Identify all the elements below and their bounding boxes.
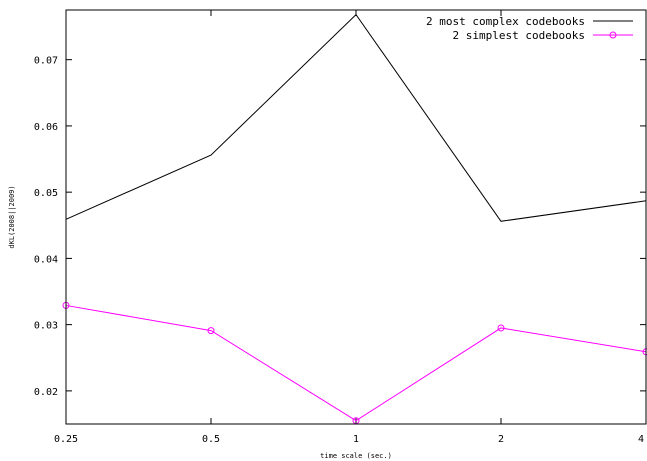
y-tick-label: 0.06 [34, 122, 58, 133]
x-tick-label: 4 [638, 434, 644, 445]
series-2-point [207, 327, 215, 335]
plot-frame [65, 9, 647, 425]
x-axis-label: time scale (sec.) [320, 452, 392, 460]
y-tick-label: 0.07 [34, 56, 58, 67]
x-tick-label: 0.25 [54, 434, 78, 445]
y-tick-label: 0.03 [34, 321, 58, 332]
legend-entry-label: 2 most complex codebooks [426, 15, 585, 28]
x-tick-label: 2 [498, 434, 504, 445]
x-tick-label: 0.5 [202, 434, 220, 445]
series-layer [62, 13, 647, 425]
x-tick-label: 1 [353, 434, 359, 445]
y-tick-label: 0.02 [34, 387, 58, 398]
legend-entry-label: 2 simplest codebooks [453, 29, 585, 42]
series-2-line [65, 304, 647, 422]
ticks-layer: 0.25 0.5 1 2 4 0.02 0.03 0.04 0.05 0.06 0.07 [34, 10, 647, 445]
y-tick-label: 0.04 [34, 254, 58, 265]
y-tick-label: 0.05 [34, 188, 58, 199]
y-axis-label: dKL(2008||2009) [8, 185, 16, 248]
legend-swatch-marker [609, 31, 617, 39]
series-2-point [497, 324, 505, 332]
series-1-line [65, 13, 647, 222]
